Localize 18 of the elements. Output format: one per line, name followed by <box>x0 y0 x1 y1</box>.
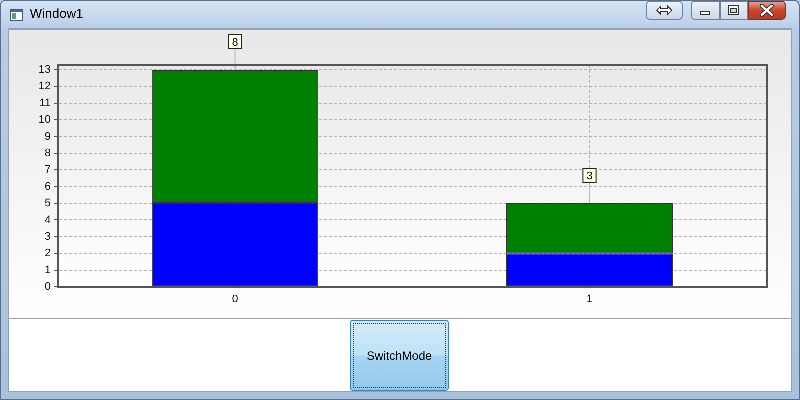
y-tick-label: 3 <box>44 230 51 243</box>
y-tick-label: 5 <box>44 198 51 210</box>
data-label: 3 <box>586 170 593 183</box>
y-tick-label: 9 <box>44 130 51 143</box>
push-button: SwitchMode <box>350 320 449 391</box>
text: Window1 <box>30 6 84 21</box>
y-tick-label: 4 <box>44 214 51 226</box>
y-tick-label: 2 <box>44 248 51 260</box>
y-tick-label: 10 <box>38 114 51 126</box>
y-tick-label: 12 <box>38 80 51 93</box>
y-tick-label: 11 <box>40 97 51 110</box>
y-tick-label: 13 <box>38 64 51 76</box>
y-tick-label: 1 <box>44 264 51 276</box>
y-tick-label: 7 <box>44 164 51 176</box>
y-tick-label: 8 <box>44 147 51 160</box>
data-label: 8 <box>232 37 238 50</box>
y-tick-label: 0 <box>44 281 51 294</box>
y-tick-label: 6 <box>44 180 51 193</box>
